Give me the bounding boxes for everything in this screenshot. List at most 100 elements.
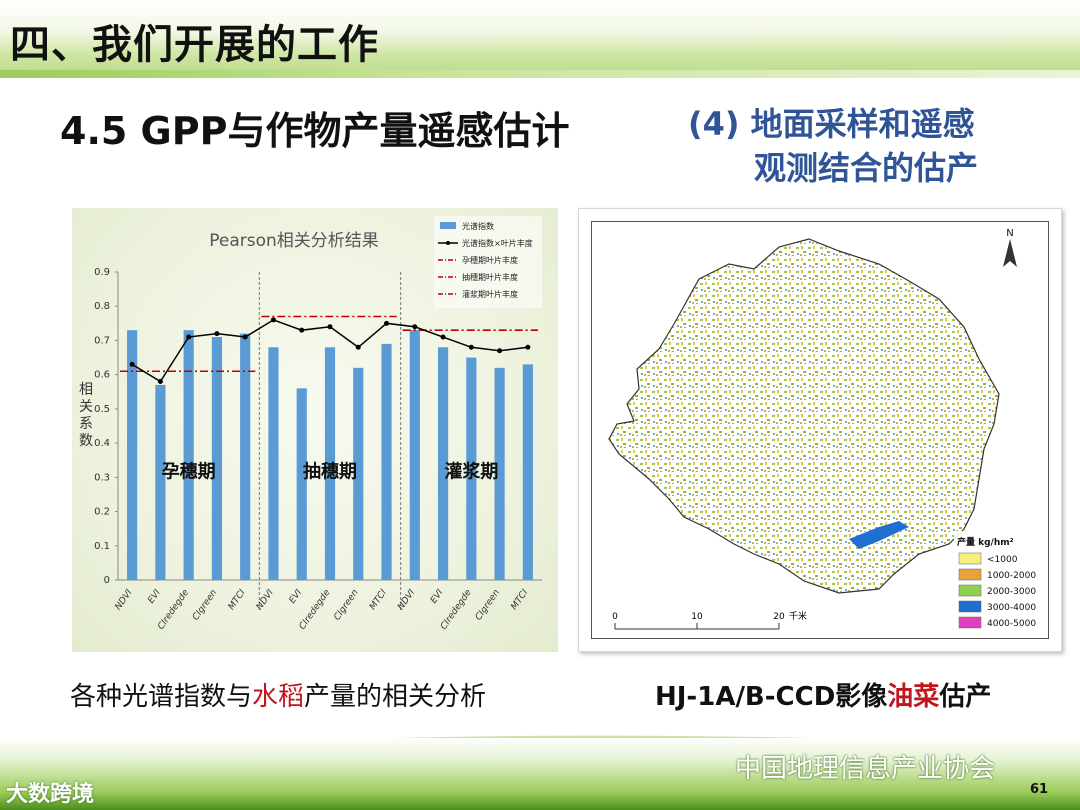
- period-label: 孕穗期: [162, 460, 216, 482]
- x-tick-label: EVI: [429, 588, 446, 606]
- line-point: [129, 361, 135, 367]
- bar: [353, 367, 364, 580]
- line-point: [270, 317, 276, 323]
- north-arrow: N: [1003, 228, 1017, 267]
- region-outline: [608, 238, 1000, 594]
- sub-title: 4.5 GPP与作物产量遥感估计: [60, 109, 570, 153]
- left-caption: 各种光谱指数与水稻产量的相关分析: [70, 676, 486, 713]
- scale-10: 10: [691, 612, 703, 622]
- y-tick-label: 0.7: [94, 335, 110, 346]
- chart-panel: Pearson相关分析结果 光谱指数 光谱指数×叶片丰度 孕穗期叶片丰度 抽穗期叶片丰…: [72, 208, 558, 652]
- x-tick-label: CIgreen: [332, 588, 361, 623]
- right-caption-a: HJ-1A/B-CCD影像: [655, 682, 888, 712]
- map-legend-label: 3000-4000: [987, 603, 1036, 613]
- x-tick-label: NDVI: [114, 588, 135, 612]
- right-title-line2: 观测结合的估产: [754, 149, 979, 187]
- legend-swatch-dot: [446, 241, 450, 245]
- y-tick-label: 0.1: [94, 541, 110, 552]
- y-tick-label: 0.6: [94, 370, 110, 381]
- right-title-line1: (4) 地面采样和遥感: [688, 105, 975, 143]
- line-point: [412, 324, 418, 330]
- yield-map: N 产量 kg/hm² <1000 1000-2000 2000-3000 3000-…: [608, 228, 1046, 637]
- bar: [324, 347, 336, 580]
- x-tick-label: CIgreen: [191, 588, 220, 623]
- bar: [183, 330, 194, 580]
- line-point: [186, 334, 192, 340]
- legend-label: 孕穗期叶片丰度: [462, 255, 518, 265]
- y-axis-label-char: 相: [79, 382, 93, 398]
- map-legend-swatch: [958, 552, 982, 565]
- x-tick-label: MTCI: [509, 588, 530, 612]
- bar: [522, 364, 533, 580]
- period-labels: 孕穗期 抽穗期 灌浆期: [162, 460, 499, 482]
- y-tick-label: 0.9: [94, 267, 110, 278]
- bar: [466, 357, 477, 580]
- legend-swatch: [440, 222, 456, 229]
- line-point: [355, 344, 361, 350]
- map-legend-title: 产量 kg/hm²: [957, 536, 1014, 548]
- line-point: [384, 320, 390, 326]
- map-legend-swatch: [958, 584, 982, 597]
- y-ticks: 0 0.1 0.2 0.3 0.4 0.5 0.6 0.7 0.8 0.9: [94, 267, 118, 586]
- map-frame: [591, 221, 1049, 639]
- x-tick-label: CIgreen: [474, 588, 503, 623]
- line-point: [525, 344, 531, 350]
- line-point: [327, 324, 333, 330]
- y-axis-label-char: 关: [79, 399, 93, 415]
- map-legend-label: 4000-5000: [987, 619, 1036, 629]
- right-caption: HJ-1A/B-CCD影像油菜估产: [655, 676, 991, 713]
- bar: [127, 330, 138, 580]
- x-tick-label: EVI: [146, 588, 163, 606]
- page-number: 61: [1030, 782, 1049, 797]
- bar: [381, 343, 392, 580]
- right-title: (4) 地面采样和遥感 观测结合的估产: [688, 102, 1018, 190]
- bar: [409, 330, 420, 580]
- chart-title: Pearson相关分析结果: [209, 231, 379, 251]
- pearson-chart: Pearson相关分析结果 光谱指数光谱指数×叶片丰度孕穗期叶片丰度抽穗期叶片丰…: [79, 216, 542, 632]
- legend-label: 灌浆期叶片丰度: [462, 289, 518, 299]
- x-tick-label: MTCI: [227, 588, 248, 612]
- scale-bar: 0 10 20 千米: [612, 610, 807, 630]
- line-point: [440, 334, 446, 340]
- map-legend-label: 2000-3000: [987, 587, 1036, 597]
- map-legend-label: <1000: [987, 555, 1018, 565]
- y-tick-label: 0.5: [94, 404, 110, 415]
- north-label: N: [1006, 228, 1013, 239]
- bar: [296, 388, 307, 580]
- map-legend-swatch: [958, 568, 982, 581]
- bar: [240, 333, 251, 580]
- map-legend-swatch: [958, 616, 982, 629]
- bar: [437, 347, 449, 580]
- high-yield-patch: [849, 521, 909, 549]
- y-axis-label-char: 数: [79, 433, 93, 449]
- map-legend: 产量 kg/hm² <1000 1000-2000 2000-3000 3000-40…: [954, 531, 1046, 637]
- left-caption-a: 各种光谱指数与: [70, 682, 253, 712]
- line-point: [299, 327, 305, 333]
- watermark: 中国地理信息产业协会: [735, 754, 996, 784]
- right-caption-b: 估产: [939, 682, 992, 712]
- legend-label: 光谱指数×叶片丰度: [462, 238, 533, 248]
- scale-20: 20: [773, 612, 785, 622]
- scale-0: 0: [612, 612, 618, 622]
- line-point: [242, 334, 248, 340]
- legend-label: 抽穗期叶片丰度: [462, 272, 518, 282]
- y-tick-label: 0.3: [94, 472, 110, 483]
- period-label: 灌浆期: [444, 460, 498, 482]
- y-tick-label: 0.8: [94, 301, 110, 312]
- right-caption-red: 油菜: [887, 682, 940, 712]
- map-legend-label: 1000-2000: [987, 571, 1036, 581]
- logo: 大数跨境: [6, 782, 95, 807]
- bar: [211, 337, 223, 580]
- x-tick-label: NDVI: [255, 588, 276, 612]
- x-tick-label: EVI: [288, 588, 305, 606]
- left-caption-red: 水稻: [252, 682, 305, 712]
- map-panel: N 产量 kg/hm² <1000 1000-2000 2000-3000 3000-…: [578, 208, 1062, 652]
- left-caption-b: 产量的相关分析: [304, 682, 487, 712]
- line-point: [497, 348, 503, 354]
- x-tick-label: MTCI: [368, 588, 389, 612]
- section-title: 四、我们开展的工作: [10, 22, 379, 68]
- line-point: [214, 331, 220, 337]
- legend-box: [434, 216, 542, 308]
